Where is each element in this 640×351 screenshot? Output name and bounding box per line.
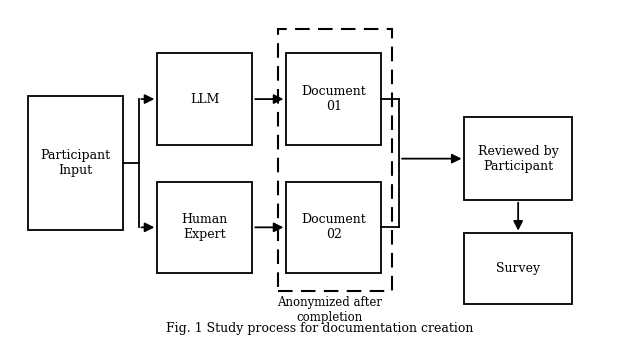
Text: Participant
Input: Participant Input bbox=[41, 149, 111, 177]
Bar bbox=[286, 181, 381, 273]
Text: Document
01: Document 01 bbox=[301, 85, 366, 113]
Text: Anonymized after
completion: Anonymized after completion bbox=[276, 296, 381, 324]
Bar bbox=[286, 53, 381, 145]
Text: Survey: Survey bbox=[496, 262, 540, 275]
Text: Reviewed by
Participant: Reviewed by Participant bbox=[477, 145, 559, 173]
Bar bbox=[157, 53, 252, 145]
Bar bbox=[157, 181, 252, 273]
Text: LLM: LLM bbox=[190, 93, 220, 106]
Bar bbox=[465, 117, 572, 200]
Text: Human
Expert: Human Expert bbox=[182, 213, 228, 241]
Bar bbox=[465, 233, 572, 304]
Bar bbox=[278, 29, 392, 291]
Bar bbox=[28, 96, 124, 230]
Text: Document
02: Document 02 bbox=[301, 213, 366, 241]
Text: Fig. 1 Study process for documentation creation: Fig. 1 Study process for documentation c… bbox=[166, 322, 474, 335]
